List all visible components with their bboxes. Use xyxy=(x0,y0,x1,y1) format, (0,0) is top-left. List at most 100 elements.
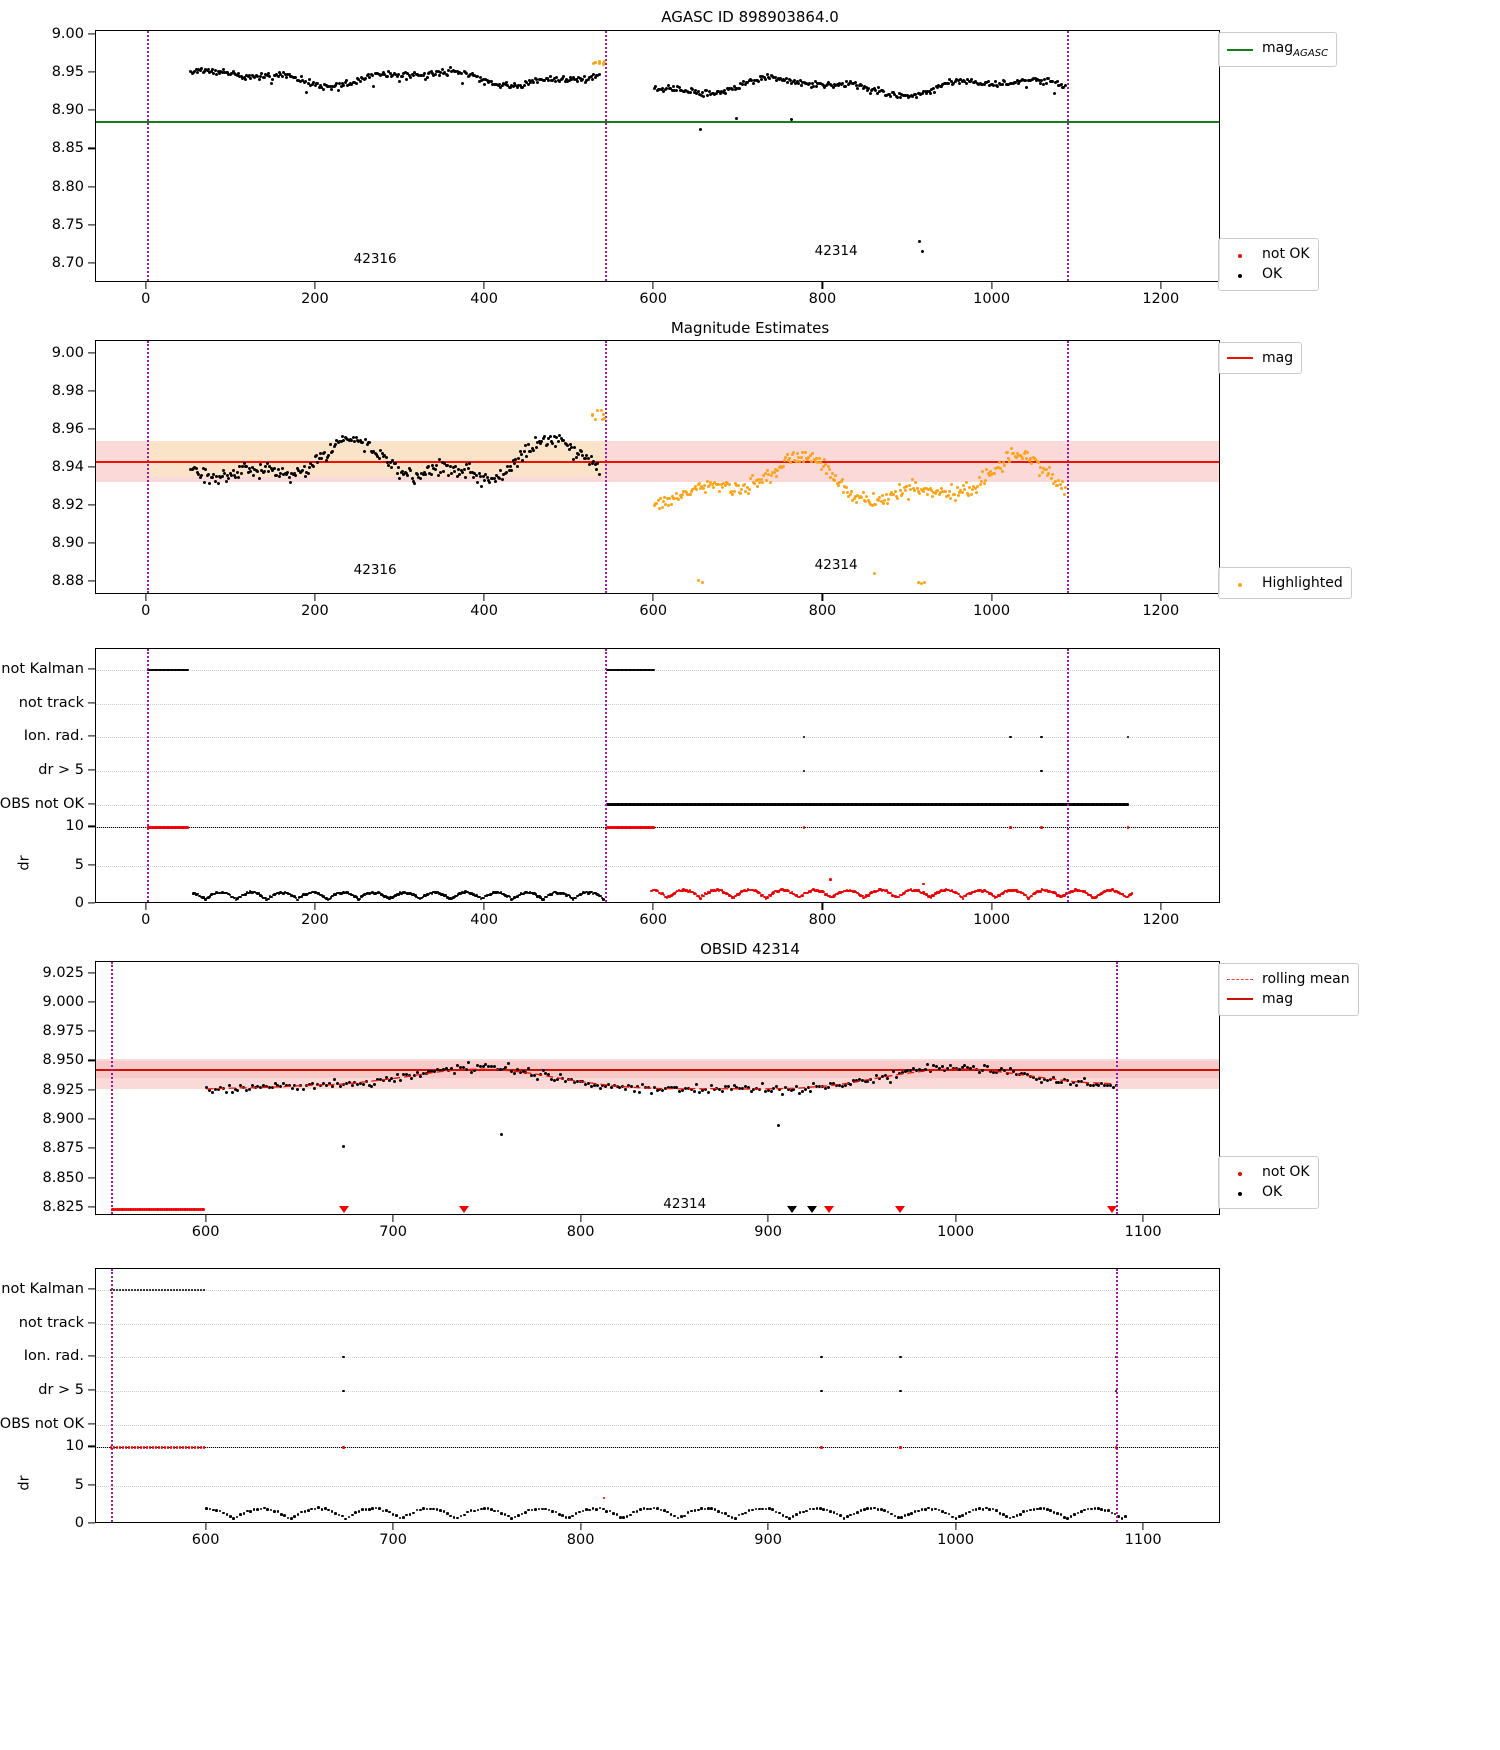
dr-data-point xyxy=(842,1517,846,1520)
data-point-ok xyxy=(324,459,328,463)
flag-obs-not-ok-mark xyxy=(774,803,777,806)
data-point-ok xyxy=(582,75,586,79)
flag-obs-not-ok-mark xyxy=(1012,803,1016,806)
dr-data-point xyxy=(473,1509,476,1513)
panel4-legend-bottom[interactable]: not OK OK xyxy=(1218,1156,1319,1209)
data-point-ok xyxy=(826,1086,830,1090)
dr-data-point xyxy=(1062,894,1065,897)
data-point-ok xyxy=(443,462,447,466)
panel2-title: Magnitude Estimates xyxy=(670,319,830,337)
dr-data-point xyxy=(796,895,800,899)
dr-data-point xyxy=(276,891,279,895)
data-point-ok xyxy=(209,70,213,74)
dr-data-point xyxy=(502,893,506,896)
data-point-highlighted xyxy=(708,484,712,488)
data-point-ok xyxy=(624,1087,628,1091)
data-point-highlighted xyxy=(1002,461,1005,465)
data-point-ok xyxy=(589,74,593,78)
dr-saturated-mark xyxy=(157,826,161,829)
data-point-ok xyxy=(555,436,559,440)
flag-obs-not-ok-mark xyxy=(817,803,821,806)
data-point-ok xyxy=(282,473,286,477)
flag-obs-not-ok-mark xyxy=(648,803,651,806)
flag-not-kalman-mark xyxy=(637,668,641,672)
data-point-highlighted xyxy=(748,487,752,491)
dr-data-point xyxy=(534,892,538,896)
data-point-highlighted xyxy=(1035,459,1039,463)
dr-data-point xyxy=(303,892,307,896)
dr-data-point xyxy=(280,891,284,895)
flag-obs-not-ok-mark xyxy=(860,803,864,806)
data-point-ok xyxy=(308,465,312,469)
dr-data-point xyxy=(481,896,484,900)
dr-data-point xyxy=(1032,1508,1036,1512)
flag-obs-not-ok-mark xyxy=(1113,803,1117,806)
panel2-legend-bottom[interactable]: Highlighted xyxy=(1218,567,1352,600)
obs-divider-line xyxy=(146,31,149,281)
data-point-highlighted xyxy=(851,498,855,502)
data-point-ok xyxy=(464,1068,468,1072)
dr-saturated-mark xyxy=(164,826,168,829)
dr-data-point xyxy=(340,1514,344,1518)
panel4-legend-top[interactable]: rolling mean mag xyxy=(1218,963,1359,1016)
data-point-highlighted xyxy=(697,482,701,486)
data-point-ok xyxy=(473,1068,477,1072)
flag-not-kalman-mark xyxy=(199,1288,203,1292)
dr-data-point xyxy=(688,889,692,892)
panel1-legend-bottom[interactable]: not OK OK xyxy=(1218,238,1319,291)
flag-obs-not-ok-mark xyxy=(845,803,849,806)
flag-not-kalman-mark xyxy=(133,1288,137,1292)
data-point-ok xyxy=(354,436,358,440)
panel2-legend-top[interactable]: mag xyxy=(1218,342,1303,375)
dr-data-point xyxy=(812,1507,815,1511)
data-point-highlighted xyxy=(602,412,605,416)
flag-obs-not-ok-mark xyxy=(626,803,630,806)
dr-saturated-mark xyxy=(638,826,642,829)
dr-data-point xyxy=(247,891,250,895)
data-point-ok xyxy=(267,469,271,473)
dr-data-point xyxy=(774,1510,778,1514)
data-point-ok xyxy=(700,91,704,94)
data-point-highlighted xyxy=(785,452,789,456)
dr-data-point xyxy=(354,1511,358,1514)
data-point-highlighted xyxy=(688,493,692,497)
data-point-highlighted xyxy=(877,498,880,502)
data-point-highlighted xyxy=(864,499,868,503)
not-ok-marker xyxy=(196,1207,201,1212)
data-point-ok xyxy=(959,77,963,81)
data-point-highlighted xyxy=(803,451,807,455)
not-ok-marker xyxy=(192,1207,196,1212)
data-point-ok xyxy=(867,87,871,91)
dr-data-point xyxy=(757,1507,761,1511)
flag-obs-not-ok-mark xyxy=(741,803,745,806)
flag-not-kalman-mark xyxy=(112,1288,116,1292)
data-point-ok xyxy=(1059,82,1063,86)
obs-divider-line xyxy=(1067,341,1070,593)
x-tick-label: 800 xyxy=(566,1224,595,1240)
data-point-ok xyxy=(380,72,384,76)
data-point-ok xyxy=(212,472,216,476)
data-point-ok xyxy=(714,92,718,96)
flag-obs-not-ok-mark xyxy=(644,803,647,806)
dr-data-point xyxy=(882,888,885,892)
dr-data-point xyxy=(1121,893,1125,896)
dr-data-point xyxy=(225,891,229,895)
data-point-ok xyxy=(447,474,451,478)
panel1-legend-top[interactable]: magAGASC xyxy=(1218,32,1338,68)
dr-data-point xyxy=(928,895,931,898)
dr-saturated-mark xyxy=(190,1446,194,1449)
data-point-ok xyxy=(1037,1077,1041,1081)
data-point-highlighted xyxy=(893,489,897,493)
data-point-ok xyxy=(658,1088,662,1091)
x-tick-mark xyxy=(483,594,485,601)
data-point-ok xyxy=(994,1070,998,1074)
dr-data-point xyxy=(473,894,477,898)
flag-not-kalman-mark xyxy=(142,1288,146,1292)
data-point-ok xyxy=(924,91,928,95)
flag-row-label: Ion. rad. xyxy=(23,1348,84,1365)
data-point-ok xyxy=(559,437,563,441)
dr-data-point xyxy=(210,893,213,896)
flag-obs-not-ok-mark xyxy=(710,803,714,806)
data-point-highlighted xyxy=(1053,480,1057,484)
data-point-ok xyxy=(478,474,482,478)
